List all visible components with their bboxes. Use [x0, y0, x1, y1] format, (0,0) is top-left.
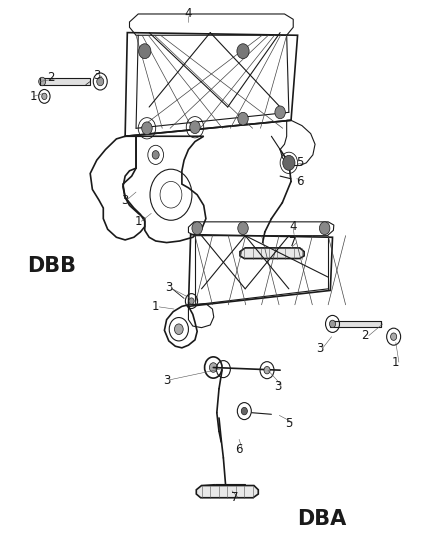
- Circle shape: [139, 44, 151, 59]
- Circle shape: [275, 106, 286, 119]
- Circle shape: [283, 156, 295, 170]
- Text: 3: 3: [93, 69, 100, 82]
- Circle shape: [174, 324, 183, 335]
- Circle shape: [264, 367, 270, 374]
- Polygon shape: [40, 78, 90, 85]
- Text: 1: 1: [30, 90, 37, 103]
- Circle shape: [192, 222, 202, 235]
- Circle shape: [319, 222, 330, 235]
- Circle shape: [42, 93, 47, 100]
- Text: 7: 7: [290, 236, 297, 249]
- Text: 6: 6: [296, 175, 304, 188]
- Circle shape: [190, 121, 200, 134]
- Text: 6: 6: [235, 443, 242, 456]
- Text: 5: 5: [285, 417, 293, 430]
- Polygon shape: [240, 248, 304, 259]
- Text: 3: 3: [121, 193, 129, 207]
- Circle shape: [142, 122, 152, 135]
- Text: DBA: DBA: [297, 509, 347, 529]
- Circle shape: [329, 320, 336, 328]
- Circle shape: [209, 363, 217, 372]
- Circle shape: [39, 77, 46, 86]
- Circle shape: [97, 77, 104, 86]
- Circle shape: [241, 407, 247, 415]
- Polygon shape: [330, 321, 381, 327]
- Text: 1: 1: [392, 356, 399, 369]
- Text: 3: 3: [316, 342, 323, 356]
- Text: 3: 3: [274, 379, 282, 393]
- Circle shape: [238, 222, 248, 235]
- Text: 2: 2: [361, 329, 369, 342]
- Circle shape: [152, 151, 159, 159]
- Text: 2: 2: [47, 71, 55, 84]
- Circle shape: [391, 333, 397, 341]
- Polygon shape: [196, 486, 258, 498]
- Text: 1: 1: [152, 300, 159, 313]
- Text: 3: 3: [163, 374, 170, 387]
- Text: 4: 4: [185, 7, 192, 20]
- Circle shape: [238, 112, 248, 125]
- Text: 7: 7: [230, 491, 238, 504]
- Text: 3: 3: [165, 281, 173, 294]
- Circle shape: [237, 44, 249, 59]
- Circle shape: [189, 298, 194, 304]
- Text: 1: 1: [134, 215, 142, 228]
- Text: DBB: DBB: [27, 256, 76, 277]
- Text: 5: 5: [296, 156, 304, 169]
- Text: 4: 4: [290, 220, 297, 233]
